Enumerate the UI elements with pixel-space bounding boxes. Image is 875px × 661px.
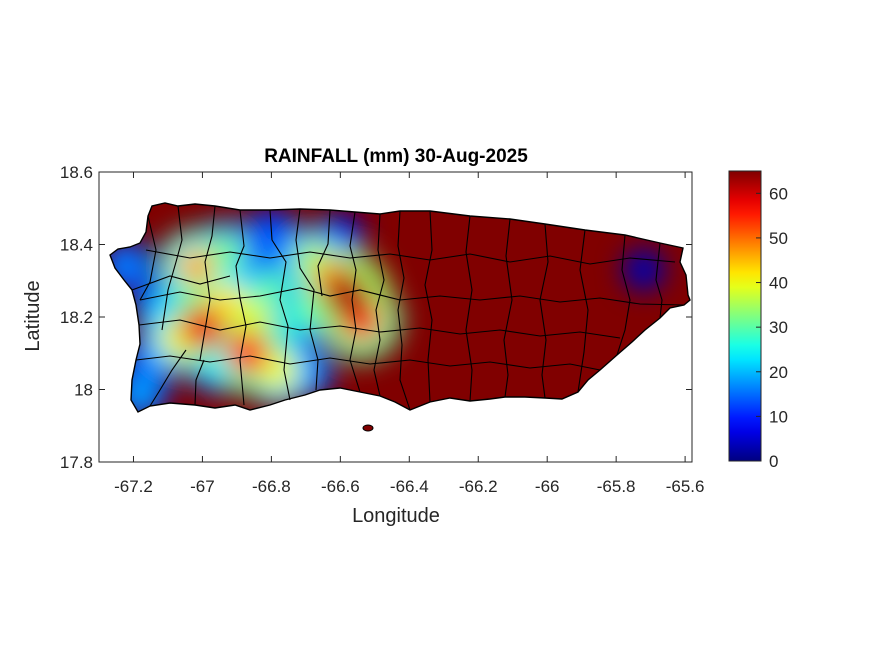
municipality-line-18 xyxy=(138,319,621,339)
x-tick-label: -67 xyxy=(190,477,215,496)
rainfall-cell-22 xyxy=(323,271,371,319)
x-tick-label: -66.4 xyxy=(390,477,429,496)
island-rainfall-field xyxy=(109,202,691,432)
municipality-line-10 xyxy=(424,210,433,403)
municipality-line-23 xyxy=(194,359,205,406)
x-tick-label: -66.2 xyxy=(459,477,498,496)
municipality-line-12 xyxy=(503,218,513,398)
x-axis-label: Longitude xyxy=(352,505,440,527)
rainfall-cell-21 xyxy=(179,305,225,351)
colorbar xyxy=(728,170,762,462)
x-tick-label: -65.6 xyxy=(666,477,705,496)
caja-de-muertos-island xyxy=(362,424,374,432)
municipality-line-15 xyxy=(616,234,631,356)
x-axis-ticks: -67.2 -67 -66.8 -66.6 -66.4 -66.2 -66 -65.8 -65.… xyxy=(114,172,704,496)
municipality-line-17 xyxy=(139,287,685,306)
colorbar-tick-label: 0 xyxy=(769,452,778,471)
y-tick-label: 18 xyxy=(74,381,93,400)
chart-title: RAINFALL (mm) 30-Aug-2025 xyxy=(264,146,528,167)
rainfall-cell-6 xyxy=(291,357,321,386)
rainfall-cell-3 xyxy=(136,346,165,375)
rainfall-cell-20 xyxy=(225,331,270,376)
municipality-line-2 xyxy=(199,205,216,361)
municipality-line-21 xyxy=(131,275,231,291)
municipality-line-13 xyxy=(539,223,549,399)
y-axis-label: Latitude xyxy=(22,280,44,351)
rainfall-cell-5 xyxy=(126,378,155,408)
colorbar-tick-label: 30 xyxy=(769,318,788,337)
rainfall-cell-10 xyxy=(254,271,288,305)
rainfall-cell-8 xyxy=(200,348,232,380)
rainfall-cell-15 xyxy=(259,352,297,390)
municipality-line-16 xyxy=(655,242,663,319)
municipality-line-9 xyxy=(397,210,411,411)
y-axis-ticks: 17.8 18 18.2 18.4 18.6 xyxy=(60,163,692,472)
rainfall-cell-0 xyxy=(632,259,655,281)
y-tick-label: 18.2 xyxy=(60,308,93,327)
y-tick-label: 17.8 xyxy=(60,453,93,472)
colorbar-tick-label: 10 xyxy=(769,407,788,426)
x-tick-label: -66.6 xyxy=(321,477,360,496)
x-tick-label: -65.8 xyxy=(597,477,636,496)
rainfall-cell-9 xyxy=(282,300,315,334)
x-tick-label: -66.8 xyxy=(252,477,291,496)
municipality-line-4 xyxy=(269,209,291,401)
municipality-line-22 xyxy=(149,349,187,407)
municipality-line-0 xyxy=(139,215,157,301)
x-tick-label: -67.2 xyxy=(114,477,153,496)
municipality-line-6 xyxy=(317,209,331,297)
municipality-line-7 xyxy=(349,211,361,393)
rainfall-cell-17 xyxy=(175,246,216,287)
y-tick-label: 18.6 xyxy=(60,163,93,182)
municipality-line-1 xyxy=(161,205,183,331)
municipality-line-19 xyxy=(135,355,601,371)
municipality-line-20 xyxy=(145,249,676,265)
colorbar-ticks: 0 10 20 30 40 50 60 xyxy=(756,184,788,471)
rainfall-cell-1 xyxy=(328,225,353,250)
x-tick-label: -66 xyxy=(535,477,560,496)
colorbar-tick-label: 20 xyxy=(769,363,788,382)
colorbar-tick-label: 40 xyxy=(769,274,788,293)
municipality-boundaries xyxy=(131,205,685,411)
colorbar-tick-label: 50 xyxy=(769,229,788,248)
rainfall-cell-11 xyxy=(209,234,244,269)
island-coastline xyxy=(109,202,691,413)
municipality-line-11 xyxy=(465,215,473,402)
municipality-line-14 xyxy=(577,229,589,393)
y-tick-label: 18.4 xyxy=(60,236,93,255)
rainfall-cell-13 xyxy=(235,298,273,336)
rainfall-cell-7 xyxy=(146,295,176,325)
colorbar-tick-label: 60 xyxy=(769,184,788,203)
municipality-line-8 xyxy=(373,213,385,397)
